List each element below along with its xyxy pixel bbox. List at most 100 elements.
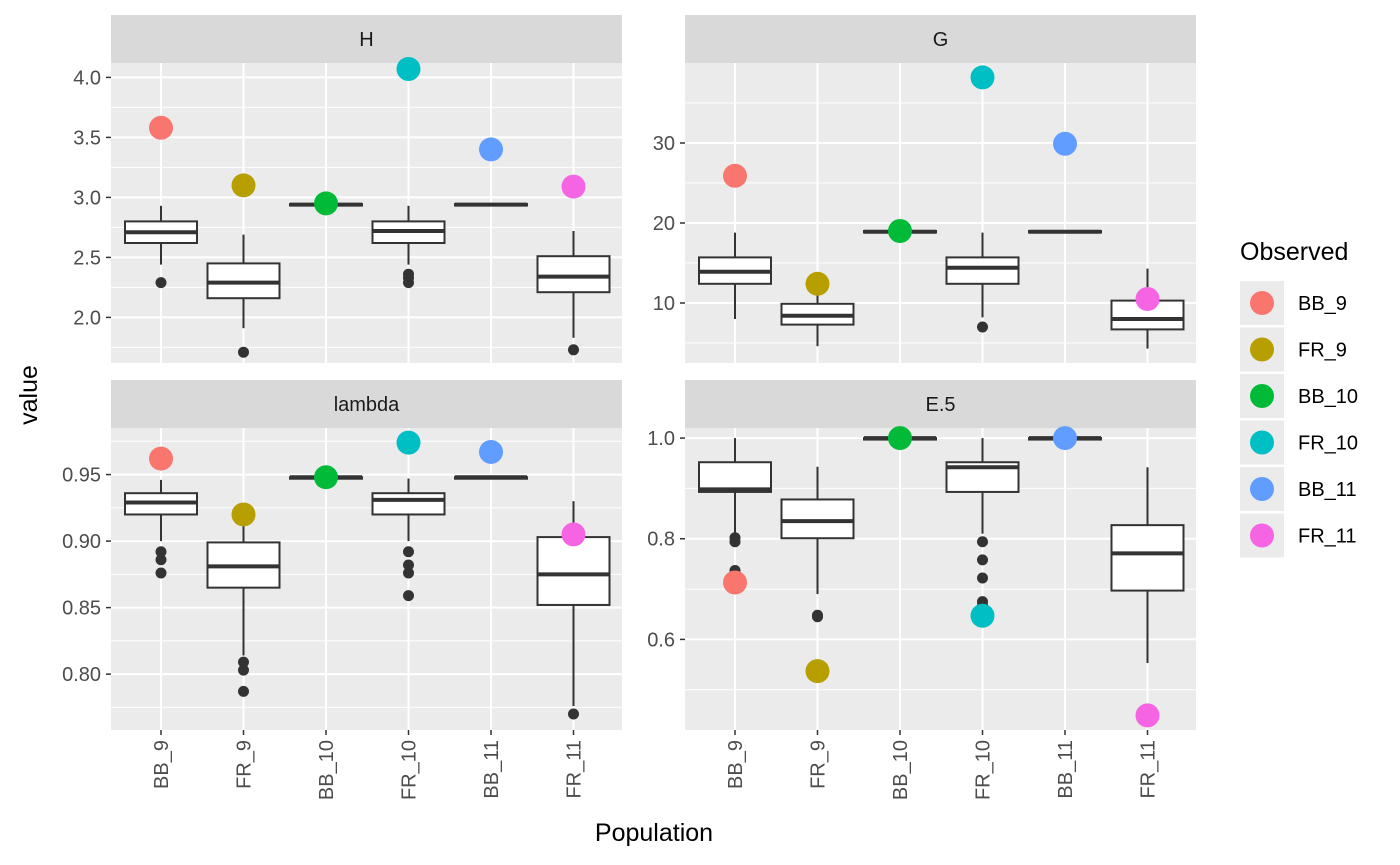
x-tick-label: BB_11 <box>481 740 503 799</box>
legend-item-BB_9: BB_9 <box>1240 281 1347 325</box>
y-tick-label: 0.95 <box>62 465 101 487</box>
axis-titles: Population value <box>15 365 713 847</box>
legend-item-BB_10: BB_10 <box>1240 374 1358 418</box>
box-iqr <box>371 492 446 516</box>
y-tick-label: 10 <box>653 293 675 315</box>
outlier-point <box>155 277 167 289</box>
y-tick-label: 3.5 <box>73 127 101 149</box>
boxplot-FR_10 <box>945 232 1020 333</box>
panel-title: lambda <box>334 394 400 416</box>
boxplot-FR_11 <box>536 231 611 356</box>
legend-label: FR_9 <box>1298 340 1347 362</box>
legend-title: Observed <box>1240 238 1348 266</box>
legend-item-BB_11: BB_11 <box>1240 467 1357 511</box>
boxplot-BB_9 <box>124 479 198 579</box>
y-tick-label: 0.90 <box>62 531 101 553</box>
outlier-point <box>977 554 988 566</box>
observed-point-FR_10 <box>970 603 995 628</box>
outlier-point <box>155 567 167 579</box>
y-tick-label: 30 <box>653 133 675 155</box>
observed-point-BB_10 <box>314 191 338 216</box>
observed-point-BB_10 <box>888 219 912 243</box>
observed-point-FR_9 <box>805 659 830 684</box>
boxplot-FR_10 <box>371 478 446 602</box>
x-tick-label: FR_11 <box>564 740 586 799</box>
outlier-point <box>155 554 167 566</box>
panel-g: G 10 20 30 <box>653 15 1196 363</box>
box-iqr <box>536 536 611 606</box>
observed-point-BB_9 <box>149 446 173 471</box>
outlier-point <box>977 536 988 548</box>
outlier-point <box>155 546 167 558</box>
panel-title: E.5 <box>925 394 955 416</box>
panel-strip <box>111 15 622 63</box>
boxplot-FR_11 <box>1110 467 1185 664</box>
panel-e5: E.5 0.6 0.8 1.0 BB_9 FR_9 BB_10 FR_10 BB_11 FR_11 <box>647 380 1196 800</box>
y-tick-label: 0.8 <box>647 529 675 551</box>
panel-title: H <box>359 29 373 51</box>
outlier-point <box>812 611 823 623</box>
observed-point-BB_11 <box>479 439 503 464</box>
legend-key-point <box>1250 477 1274 501</box>
outlier-point <box>403 277 414 289</box>
legend-label: BB_10 <box>1298 386 1358 408</box>
boxplot-FR_9 <box>206 506 281 697</box>
observed-point-BB_11 <box>1053 426 1077 451</box>
observed-point-FR_11 <box>561 174 586 199</box>
boxplot-BB_11 <box>454 475 528 480</box>
y-tick-label: 0.85 <box>62 598 101 620</box>
legend-key-point <box>1250 430 1274 455</box>
x-tick-label: FR_9 <box>808 740 830 789</box>
y-tick-label: 4.0 <box>73 67 101 89</box>
legend-label: FR_10 <box>1298 433 1358 455</box>
outlier-point <box>238 346 249 358</box>
panel-strip <box>685 15 1196 63</box>
y-tick-label: 0.80 <box>62 664 101 686</box>
legend-items: BB_9 FR_9 BB_10 FR_10 BB_11 FR_11 <box>1240 281 1358 558</box>
panel-h: H 2.0 2.5 3.0 3.5 4.0 <box>73 15 622 363</box>
observed-point-FR_10 <box>396 430 421 455</box>
observed-point-FR_11 <box>1135 703 1160 728</box>
observed-point-FR_10 <box>970 65 995 90</box>
observed-point-FR_11 <box>561 522 586 547</box>
box-iqr <box>1110 524 1185 592</box>
observed-point-BB_9 <box>723 163 747 188</box>
panel-strip <box>685 380 1196 428</box>
outlier-point <box>403 559 414 571</box>
boxplot-BB_11 <box>1028 229 1102 234</box>
observed-point-FR_10 <box>396 57 421 81</box>
boxplot-BB_9 <box>698 232 772 319</box>
box-iqr <box>536 255 611 294</box>
observed-point-BB_10 <box>314 465 338 490</box>
outlier-point <box>568 344 579 356</box>
observed-point-FR_11 <box>1135 287 1160 311</box>
legend-label: FR_11 <box>1298 526 1357 548</box>
legend-label: BB_9 <box>1298 293 1347 315</box>
facet-panels: H 2.0 2.5 3.0 3.5 4.0 G 10 20 30 lambda 0.80 0.85 0.9… <box>62 15 1196 800</box>
x-tick-label: FR_9 <box>234 740 256 789</box>
boxplot-FR_9 <box>780 287 855 347</box>
legend-item-FR_10: FR_10 <box>1240 420 1358 465</box>
x-tick-label: BB_11 <box>1055 740 1077 799</box>
y-tick-label: 2.0 <box>73 307 101 329</box>
observed-point-BB_9 <box>149 115 173 140</box>
panel-title: G <box>933 29 949 51</box>
x-tick-label: BB_10 <box>316 740 338 800</box>
y-tick-label: 20 <box>653 213 675 235</box>
observed-point-BB_11 <box>479 137 503 162</box>
x-tick-label: BB_9 <box>725 740 747 789</box>
boxplot-FR_9 <box>780 466 855 623</box>
legend-item-FR_11: FR_11 <box>1240 513 1357 558</box>
y-axis-title: value <box>15 365 43 425</box>
boxplot-BB_9 <box>124 205 198 289</box>
y-tick-label: 0.6 <box>647 629 675 651</box>
outlier-point <box>977 572 988 584</box>
x-tick-label: BB_9 <box>151 740 173 789</box>
observed-point-BB_10 <box>888 426 912 451</box>
box-iqr <box>780 498 855 540</box>
legend-key-point <box>1250 337 1274 362</box>
x-tick-label: FR_10 <box>399 740 421 800</box>
observed-point-BB_9 <box>723 570 747 595</box>
outlier-point <box>238 656 249 668</box>
legend-label: BB_11 <box>1298 479 1357 501</box>
